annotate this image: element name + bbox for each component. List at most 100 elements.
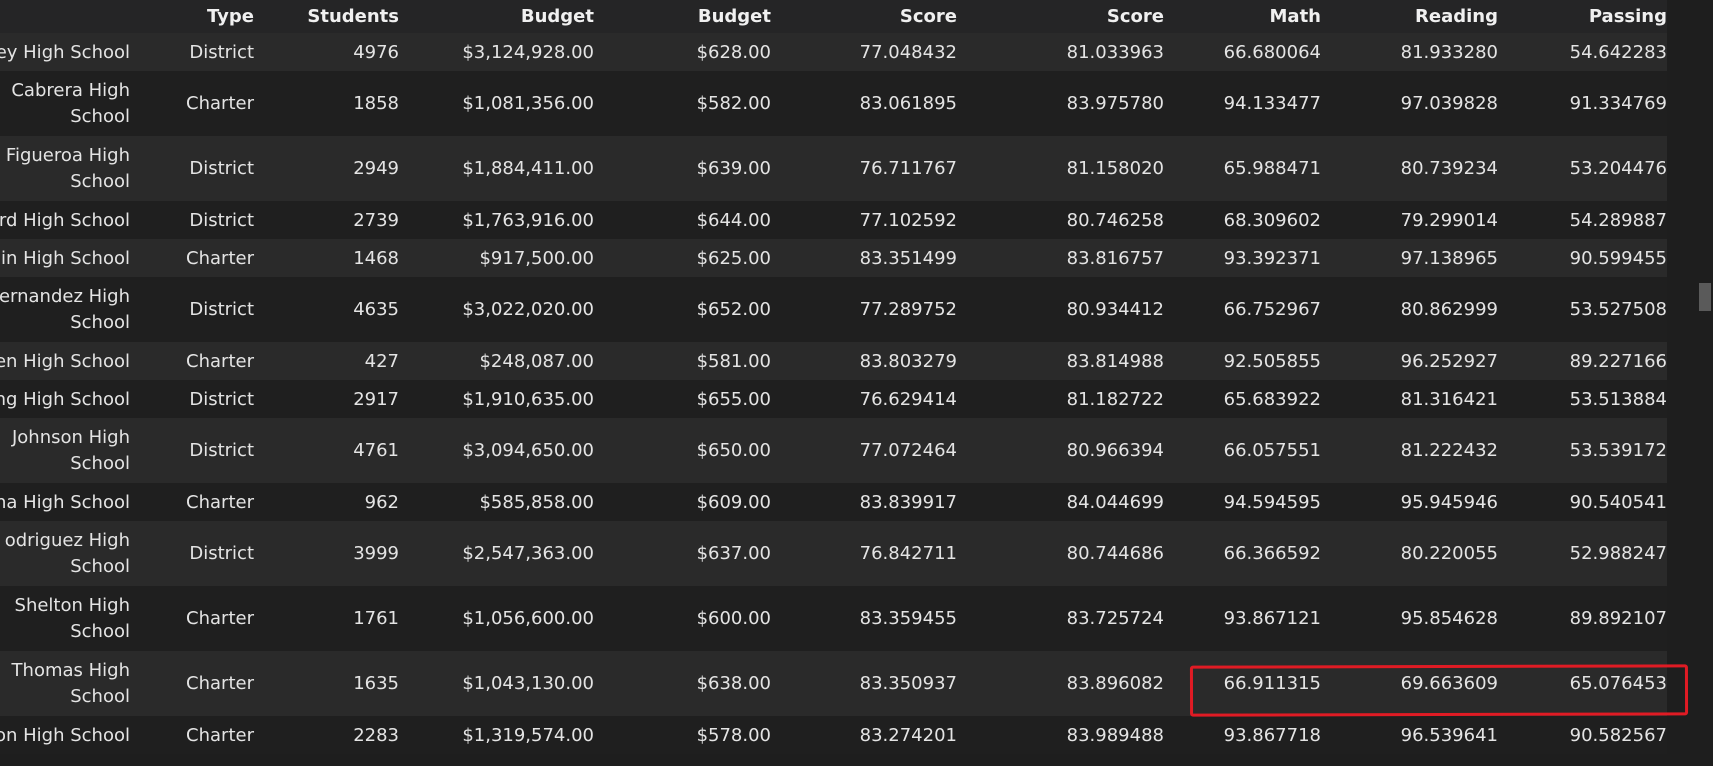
cell-math-score: 83.839917 bbox=[771, 483, 957, 521]
table-row: Thomas High School Charter 1635 $1,043,130.… bbox=[0, 651, 1667, 716]
cell-pct-math: 93.867121 bbox=[1164, 586, 1321, 651]
header-school-name bbox=[0, 0, 130, 33]
cell-math-score: 76.711767 bbox=[771, 136, 957, 201]
header-type: Type bbox=[130, 0, 254, 33]
table-row: rd High School District 2739 $1,763,916.00 $… bbox=[0, 201, 1667, 239]
table-row: Shelton High School Charter 1761 $1,056,600… bbox=[0, 586, 1667, 651]
cell-budget: $3,094,650.00 bbox=[399, 418, 594, 483]
cell-pct-math: 93.392371 bbox=[1164, 239, 1321, 277]
cell-pct-math: 65.683922 bbox=[1164, 380, 1321, 418]
cell-budget: $2,547,363.00 bbox=[399, 521, 594, 586]
cell-per-capita-budget: $600.00 bbox=[594, 586, 771, 651]
cell-budget: $917,500.00 bbox=[399, 239, 594, 277]
cell-students: 4761 bbox=[254, 418, 399, 483]
table-header: Type Students Budget Budget Score Score … bbox=[0, 0, 1667, 33]
cell-pct-math: 66.752967 bbox=[1164, 277, 1321, 342]
scrollbar-thumb[interactable] bbox=[1699, 283, 1711, 311]
cell-pct-overall: 90.599455 bbox=[1498, 239, 1667, 277]
cell-budget: $248,087.00 bbox=[399, 342, 594, 380]
cell-per-capita-budget: $582.00 bbox=[594, 71, 771, 136]
cell-pct-math: 65.988471 bbox=[1164, 136, 1321, 201]
cell-school-name: on High School bbox=[0, 716, 130, 754]
cell-reading-score: 83.816757 bbox=[957, 239, 1164, 277]
cell-students: 1761 bbox=[254, 586, 399, 651]
cell-type: District bbox=[130, 418, 254, 483]
cell-students: 2283 bbox=[254, 716, 399, 754]
cell-type: District bbox=[130, 33, 254, 71]
cell-students: 962 bbox=[254, 483, 399, 521]
cell-students: 427 bbox=[254, 342, 399, 380]
school-name-text: Thomas High School bbox=[11, 659, 130, 707]
cell-type: Charter bbox=[130, 716, 254, 754]
cell-type: Charter bbox=[130, 71, 254, 136]
cell-per-capita-budget: $638.00 bbox=[594, 651, 771, 716]
cell-students: 1635 bbox=[254, 651, 399, 716]
cell-school-name: odriguez High School bbox=[0, 521, 130, 586]
cell-pct-reading: 96.539641 bbox=[1321, 716, 1498, 754]
cell-pct-reading: 97.138965 bbox=[1321, 239, 1498, 277]
cell-math-score: 83.350937 bbox=[771, 651, 957, 716]
cell-type: Charter bbox=[130, 483, 254, 521]
cell-math-score: 83.061895 bbox=[771, 71, 957, 136]
cell-students: 4976 bbox=[254, 33, 399, 71]
school-name-text: ernandez High School bbox=[0, 285, 130, 333]
cell-pct-reading: 80.862999 bbox=[1321, 277, 1498, 342]
cell-pct-math: 66.911315 bbox=[1164, 651, 1321, 716]
cell-students: 1468 bbox=[254, 239, 399, 277]
cell-reading-score: 83.975780 bbox=[957, 71, 1164, 136]
cell-pct-math: 66.057551 bbox=[1164, 418, 1321, 483]
cell-reading-score: 81.158020 bbox=[957, 136, 1164, 201]
cell-school-name: rd High School bbox=[0, 201, 130, 239]
school-name-text: on High School bbox=[0, 724, 130, 746]
school-name-text: ey High School bbox=[0, 41, 130, 63]
cell-reading-score: 80.744686 bbox=[957, 521, 1164, 586]
cell-pct-reading: 81.222432 bbox=[1321, 418, 1498, 483]
cell-pct-math: 93.867718 bbox=[1164, 716, 1321, 754]
cell-reading-score: 81.182722 bbox=[957, 380, 1164, 418]
cell-budget: $3,124,928.00 bbox=[399, 33, 594, 71]
cell-pct-reading: 81.316421 bbox=[1321, 380, 1498, 418]
cell-reading-score: 80.966394 bbox=[957, 418, 1164, 483]
header-math-score: Score bbox=[771, 0, 957, 33]
cell-math-score: 83.274201 bbox=[771, 716, 957, 754]
cell-type: Charter bbox=[130, 342, 254, 380]
cell-per-capita-budget: $628.00 bbox=[594, 33, 771, 71]
cell-students: 3999 bbox=[254, 521, 399, 586]
cell-per-capita-budget: $581.00 bbox=[594, 342, 771, 380]
table-row: ng High School District 2917 $1,910,635.00 $… bbox=[0, 380, 1667, 418]
cell-type: Charter bbox=[130, 586, 254, 651]
cell-students: 4635 bbox=[254, 277, 399, 342]
cell-students: 2949 bbox=[254, 136, 399, 201]
cell-pct-overall: 89.892107 bbox=[1498, 586, 1667, 651]
cell-math-score: 83.351499 bbox=[771, 239, 957, 277]
cell-per-capita-budget: $578.00 bbox=[594, 716, 771, 754]
cell-pct-reading: 96.252927 bbox=[1321, 342, 1498, 380]
cell-pct-overall: 89.227166 bbox=[1498, 342, 1667, 380]
cell-pct-reading: 81.933280 bbox=[1321, 33, 1498, 71]
cell-per-capita-budget: $637.00 bbox=[594, 521, 771, 586]
table-row: odriguez High School District 3999 $2,547,3… bbox=[0, 521, 1667, 586]
cell-math-score: 76.842711 bbox=[771, 521, 957, 586]
cell-school-name: Johnson High School bbox=[0, 418, 130, 483]
cell-budget: $1,910,635.00 bbox=[399, 380, 594, 418]
cell-pct-overall: 90.582567 bbox=[1498, 716, 1667, 754]
cell-per-capita-budget: $639.00 bbox=[594, 136, 771, 201]
cell-reading-score: 81.033963 bbox=[957, 33, 1164, 71]
school-name-text: rd High School bbox=[0, 209, 130, 231]
school-name-text: Cabrera High School bbox=[11, 79, 130, 127]
cell-pct-reading: 80.739234 bbox=[1321, 136, 1498, 201]
cell-pct-math: 66.680064 bbox=[1164, 33, 1321, 71]
cell-pct-overall: 54.642283 bbox=[1498, 33, 1667, 71]
cell-school-name: en High School bbox=[0, 342, 130, 380]
cell-pct-reading: 95.854628 bbox=[1321, 586, 1498, 651]
cell-pct-overall: 53.204476 bbox=[1498, 136, 1667, 201]
cell-pct-overall: 52.988247 bbox=[1498, 521, 1667, 586]
school-name-text: Figueroa High School bbox=[5, 144, 130, 192]
vertical-scrollbar[interactable] bbox=[1697, 0, 1713, 766]
cell-type: District bbox=[130, 380, 254, 418]
cell-students: 2739 bbox=[254, 201, 399, 239]
cell-math-score: 76.629414 bbox=[771, 380, 957, 418]
header-pct-overall: Passing bbox=[1498, 0, 1667, 33]
school-name-text: ng High School bbox=[0, 388, 130, 410]
cell-budget: $1,081,356.00 bbox=[399, 71, 594, 136]
